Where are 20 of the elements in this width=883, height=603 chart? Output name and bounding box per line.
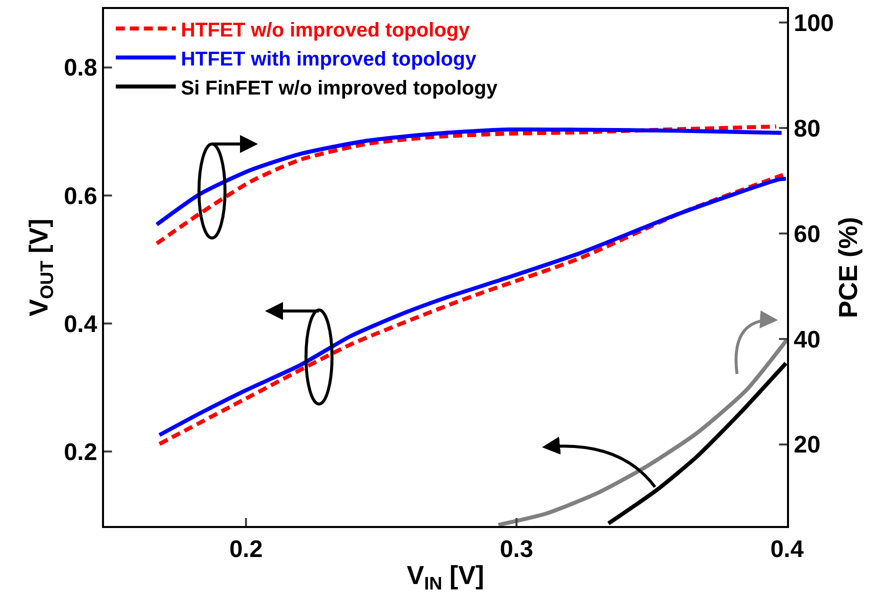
- legend-label: Si FinFET w/o improved topology: [180, 77, 498, 100]
- y-tick-label: 0.8: [64, 54, 98, 82]
- x-tick-label: 0.2: [229, 536, 263, 563]
- legend-label: HTFET with improved topology: [180, 48, 478, 70]
- y2-tick-label: 40: [794, 326, 821, 354]
- y-tick-label: 0.2: [64, 439, 98, 466]
- x-axis-title: V$_{IN}$ [V]: [406, 560, 484, 594]
- y-tick-label: 0.4: [64, 310, 98, 338]
- line-series: [496, 338, 787, 526]
- line-series: [154, 127, 784, 227]
- y2-tick-label: 80: [794, 116, 821, 142]
- y-tick-label: 0.6: [64, 182, 98, 210]
- y2-tick-label: 20: [794, 432, 821, 459]
- y2-tick-label: 100: [794, 10, 834, 38]
- legend-label: HTFET w/o improved topology: [180, 19, 471, 42]
- x-tick-label: 0.4: [770, 536, 804, 563]
- y2-tick-label: 60: [794, 220, 821, 248]
- y2-axis-title: PCE (%): [833, 216, 864, 318]
- x-tick-label: 0.3: [500, 536, 534, 563]
- line-series: [154, 124, 778, 246]
